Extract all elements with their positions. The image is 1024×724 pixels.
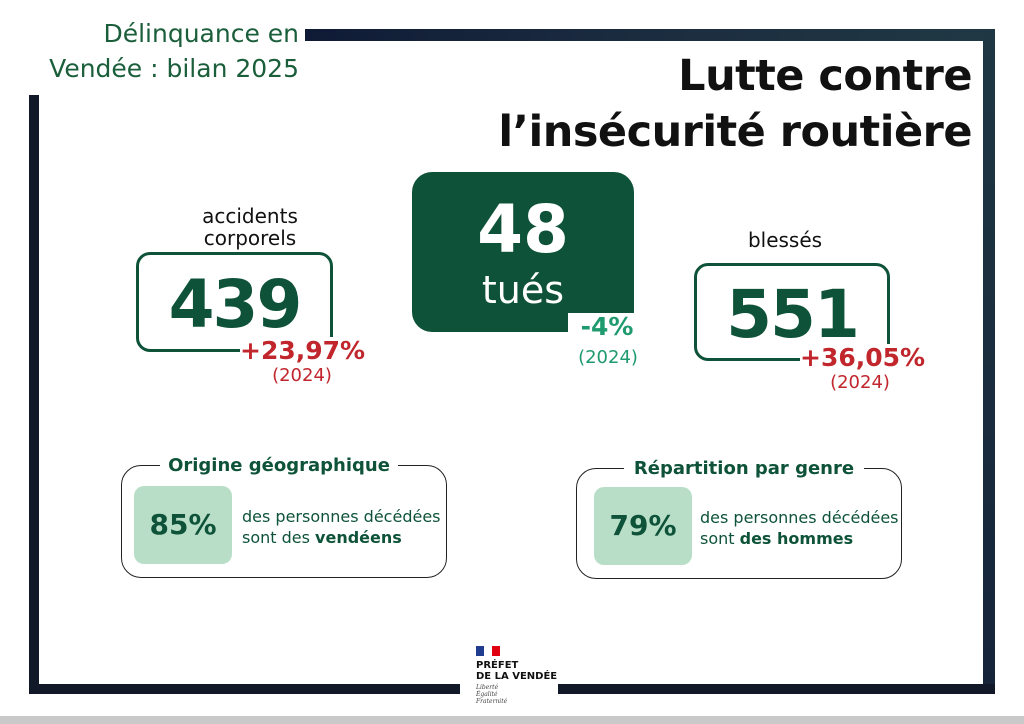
kicker-line-2: Vendée : bilan 2025 <box>49 54 299 83</box>
logo-motto-2: Égalité <box>476 691 498 698</box>
accidents-change: +23,97% <box>240 336 366 365</box>
frame-bottom-bar-left <box>29 684 460 694</box>
origin-percent: 85% <box>134 486 232 564</box>
accidents-year: (2024) <box>272 365 332 386</box>
killed-year: (2024) <box>578 347 638 368</box>
logo-motto-3: Fraternité <box>476 698 508 705</box>
bottom-strip <box>0 716 1024 724</box>
origin-text-line-2: sont des vendéens <box>242 527 442 548</box>
injured-value: 551 <box>726 276 860 353</box>
injured-change: +36,05% <box>800 343 926 372</box>
gender-text-bold: des hommes <box>739 529 854 548</box>
killed-box <box>412 172 634 332</box>
gender-card-title: Répartition par genre <box>624 458 864 480</box>
prefecture-logo: PRÉFET DE LA VENDÉE Liberté Égalité Frat… <box>476 660 566 705</box>
accidents-label: accidents corporels <box>150 205 350 249</box>
gender-text-line-2: sont des hommes <box>700 528 900 549</box>
logo-motto-1: Liberté <box>476 684 499 691</box>
logo-line-2: DE LA VENDÉE <box>476 671 558 682</box>
accidents-value: 439 <box>168 266 303 343</box>
injured-year: (2024) <box>830 372 890 393</box>
gender-percent: 79% <box>594 487 692 565</box>
killed-label: tués <box>481 268 565 312</box>
frame-bottom-bar-right <box>558 684 995 694</box>
title-line-2: l’insécurité routière <box>498 107 972 157</box>
origin-text-line-1: des personnes décédées <box>242 507 441 526</box>
title-line-1: Lutte contre <box>678 51 972 101</box>
killed-change: -4% <box>568 313 646 341</box>
page-title: Lutte contre l’insécurité routière <box>400 48 972 160</box>
origin-card-text: des personnes décédées sont des vendéens <box>242 506 442 548</box>
kicker-line-1: Délinquance en <box>103 19 299 48</box>
frame-right-bar <box>983 29 995 694</box>
origin-card-title: Origine géographique <box>160 455 398 477</box>
gender-card-text: des personnes décédées sont des hommes <box>700 507 900 549</box>
gender-text-prefix: sont <box>700 529 740 548</box>
accidents-box <box>136 252 333 352</box>
accidents-label-line-2: corporels <box>203 226 297 250</box>
kicker: Délinquance en Vendée : bilan 2025 <box>14 16 299 86</box>
gender-text-line-1: des personnes décédées <box>700 508 899 527</box>
accidents-label-line-1: accidents <box>202 204 298 228</box>
killed-value: 48 <box>477 191 569 268</box>
injured-label: blessés <box>747 228 823 252</box>
frame-left-bar <box>29 95 39 694</box>
logo-line-1: PRÉFET <box>476 660 519 671</box>
origin-text-bold: vendéens <box>315 528 402 547</box>
origin-text-prefix: sont des <box>242 528 316 547</box>
frame-top-bar <box>305 29 995 41</box>
marianne-flag-icon <box>476 646 500 656</box>
